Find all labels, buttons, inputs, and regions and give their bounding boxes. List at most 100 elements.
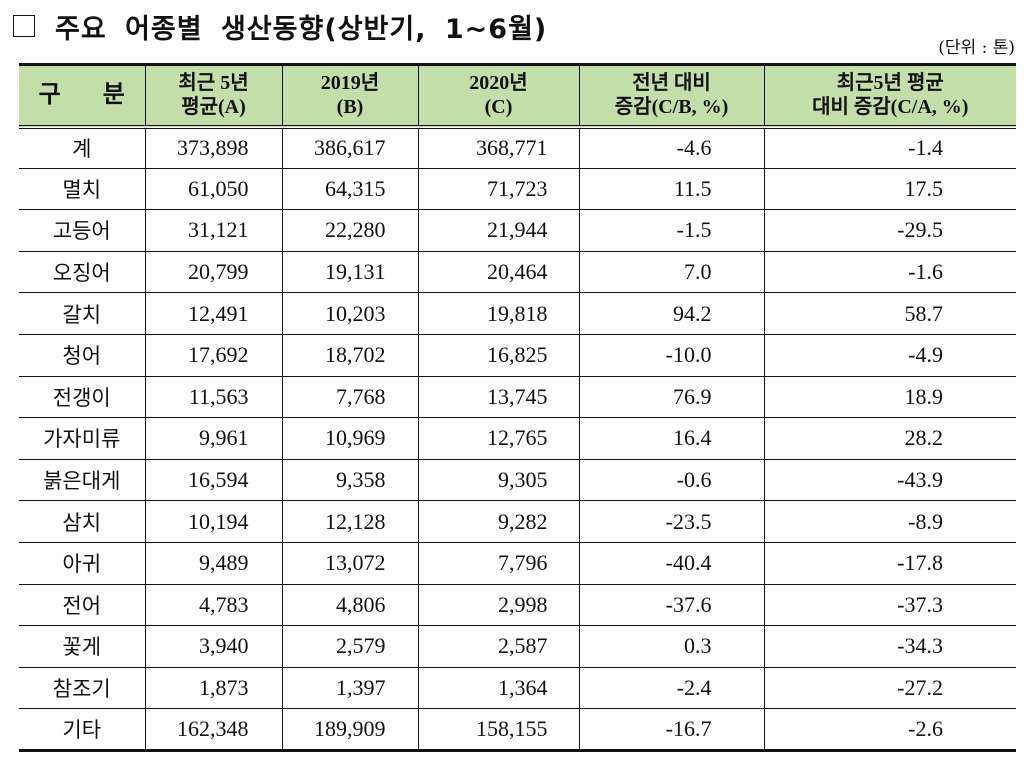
cell-2019: 1,397 (281, 666, 418, 709)
table-body: 계 373,898 386,617 368,771 -4.6 -1.4 멸치 61,050 6… (19, 126, 1016, 752)
cell-5yr-avg: 373,898 (144, 126, 282, 169)
cell-yoy: -4.6 (578, 126, 764, 169)
cell-2020: 1,364 (417, 666, 579, 709)
cell-yoy: -23.5 (578, 500, 764, 543)
cell-vs5: -8.9 (763, 500, 1016, 543)
cell-vs5: -1.4 (763, 126, 1016, 169)
cell-5yr-avg: 61,050 (144, 167, 282, 210)
cell-2019: 10,203 (281, 292, 418, 335)
row-name: 오징어 (19, 250, 145, 293)
cell-yoy: 76.9 (578, 375, 764, 418)
table-row: 전어 4,783 4,806 2,998 -37.6 -37.3 (19, 583, 1016, 626)
cell-yoy: -37.6 (578, 583, 764, 626)
table-row: 아귀 9,489 13,072 7,796 -40.4 -17.8 (19, 541, 1016, 585)
cell-yoy: 11.5 (578, 167, 764, 210)
cell-2020: 16,825 (417, 333, 579, 377)
header-2020-line2: (C) (484, 96, 513, 119)
header-2020: 2020년 (C) (417, 63, 579, 129)
row-name: 고등어 (19, 209, 145, 252)
cell-2020: 12,765 (417, 417, 579, 460)
row-name: 참조기 (19, 666, 145, 709)
table-row: 삼치 10,194 12,128 9,282 -23.5 -8.9 (19, 500, 1016, 543)
header-yoy-line1: 전년 대비 (632, 72, 711, 95)
row-name: 가자미류 (19, 417, 145, 460)
header-category-label: 구 분 (38, 82, 143, 109)
header-5yr-avg-line1: 최근 5년 (178, 72, 249, 95)
header-2019-line2: (B) (336, 96, 364, 119)
header-yoy-line2: 증감(C/B, %) (614, 96, 729, 119)
cell-2020: 368,771 (417, 126, 579, 169)
cell-5yr-avg: 20,799 (144, 250, 282, 293)
unit-label: (단위 : 톤) (938, 38, 1015, 58)
cell-2019: 64,315 (281, 167, 418, 210)
cell-5yr-avg: 31,121 (144, 209, 282, 252)
table-row: 청어 17,692 18,702 16,825 -10.0 -4.9 (19, 333, 1016, 377)
row-name: 꽃게 (19, 625, 145, 668)
row-name: 청어 (19, 333, 145, 377)
cell-vs5: -2.6 (763, 708, 1016, 752)
empty-square-icon (13, 15, 35, 37)
cell-yoy: -16.7 (578, 708, 764, 752)
cell-yoy: 0.3 (578, 625, 764, 668)
cell-5yr-avg: 10,194 (144, 500, 282, 543)
row-name: 아귀 (19, 541, 145, 585)
table-row: 전갱이 11,563 7,768 13,745 76.9 18.9 (19, 375, 1016, 418)
header-yoy-change: 전년 대비 증감(C/B, %) (578, 63, 764, 129)
cell-5yr-avg: 9,489 (144, 541, 282, 585)
cell-2020: 20,464 (417, 250, 579, 293)
row-name: 붉은대게 (19, 458, 145, 501)
row-name: 삼치 (19, 500, 145, 543)
table-row: 고등어 31,121 22,280 21,944 -1.5 -29.5 (19, 209, 1016, 252)
cell-vs5: -17.8 (763, 541, 1016, 585)
cell-2019: 2,579 (281, 625, 418, 668)
cell-2020: 13,745 (417, 375, 579, 418)
cell-5yr-avg: 11,563 (144, 375, 282, 418)
cell-5yr-avg: 17,692 (144, 333, 282, 377)
cell-2020: 7,796 (417, 541, 579, 585)
cell-5yr-avg: 3,940 (144, 625, 282, 668)
row-name: 기타 (19, 708, 145, 752)
cell-5yr-avg: 162,348 (144, 708, 282, 752)
cell-2019: 4,806 (281, 583, 418, 626)
header-vs-5yr-change: 최근5년 평균 대비 증감(C/A, %) (763, 63, 1016, 129)
table-row: 가자미류 9,961 10,969 12,765 16.4 28.2 (19, 417, 1016, 460)
header-vs5-line2: 대비 증감(C/A, %) (812, 96, 969, 119)
table-row: 붉은대게 16,594 9,358 9,305 -0.6 -43.9 (19, 458, 1016, 501)
fish-production-table: 구 분 최근 5년 평균(A) 2019년 (B) 2020년 (C) 전년 대… (19, 63, 1016, 752)
table-row: 계 373,898 386,617 368,771 -4.6 -1.4 (19, 126, 1016, 169)
cell-5yr-avg: 1,873 (144, 666, 282, 709)
cell-2019: 10,969 (281, 417, 418, 460)
row-name: 계 (72, 137, 92, 162)
row-name: 전어 (19, 583, 145, 626)
row-name: 전갱이 (19, 375, 145, 418)
cell-yoy: -10.0 (578, 333, 764, 377)
table-row: 꽃게 3,940 2,579 2,587 0.3 -34.3 (19, 625, 1016, 668)
title-text: 주요 어종별 생산동향(상반기, 1~6월) (55, 13, 548, 45)
row-name: 갈치 (19, 292, 145, 335)
table-row: 오징어 20,799 19,131 20,464 7.0 -1.6 (19, 250, 1016, 293)
cell-2019: 13,072 (281, 541, 418, 585)
cell-2020: 19,818 (417, 292, 579, 335)
table-row: 갈치 12,491 10,203 19,818 94.2 58.7 (19, 292, 1016, 335)
cell-yoy: 16.4 (578, 417, 764, 460)
header-2019-line1: 2019년 (320, 72, 380, 95)
cell-yoy: -2.4 (578, 666, 764, 709)
cell-vs5: 18.9 (763, 375, 1016, 418)
cell-vs5: -1.6 (763, 250, 1016, 293)
cell-2020: 21,944 (417, 209, 579, 252)
row-name: 멸치 (19, 167, 145, 210)
section-title: 주요 어종별 생산동향(상반기, 1~6월) (13, 6, 547, 46)
cell-2019: 19,131 (281, 250, 418, 293)
cell-vs5: 28.2 (763, 417, 1016, 460)
cell-2019: 18,702 (281, 333, 418, 377)
cell-2019: 9,358 (281, 458, 418, 501)
cell-2019: 12,128 (281, 500, 418, 543)
cell-vs5: -27.2 (763, 666, 1016, 709)
cell-2019: 7,768 (281, 375, 418, 418)
cell-yoy: -1.5 (578, 209, 764, 252)
table-row: 멸치 61,050 64,315 71,723 11.5 17.5 (19, 167, 1016, 210)
cell-5yr-avg: 16,594 (144, 458, 282, 501)
cell-2020: 9,305 (417, 458, 579, 501)
cell-2019: 189,909 (281, 708, 418, 752)
cell-5yr-avg: 12,491 (144, 292, 282, 335)
